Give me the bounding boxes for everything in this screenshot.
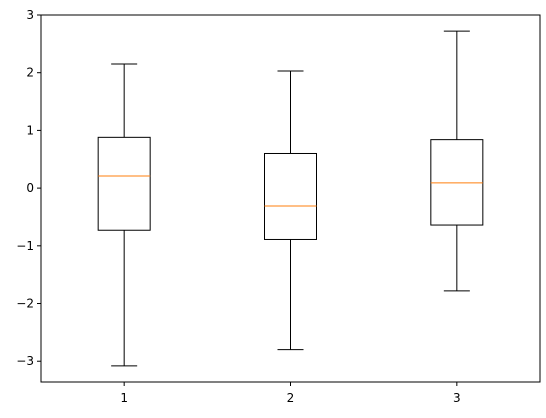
y-axis: −3 −2 −1 0 1 2 3 (16, 8, 41, 368)
y-tick-label: 3 (26, 8, 34, 22)
iqr-box (97, 136, 151, 231)
y-tick-label: −3 (16, 354, 34, 368)
iqr-box (430, 139, 484, 226)
box-3 (430, 30, 484, 292)
y-tick-label: 1 (26, 123, 34, 137)
box-1 (97, 63, 151, 367)
y-tick-label: −1 (16, 239, 34, 253)
y-tick-label: −2 (16, 297, 34, 311)
y-tick-label: 0 (26, 181, 34, 195)
iqr-box (264, 152, 317, 240)
box-2 (264, 70, 317, 351)
boxes-layer (97, 30, 484, 367)
x-tick-label: 3 (453, 391, 461, 405)
x-tick-label: 1 (120, 391, 128, 405)
x-tick-label: 2 (287, 391, 295, 405)
x-axis: 1 2 3 (120, 382, 461, 405)
y-tick-label: 2 (26, 66, 34, 80)
